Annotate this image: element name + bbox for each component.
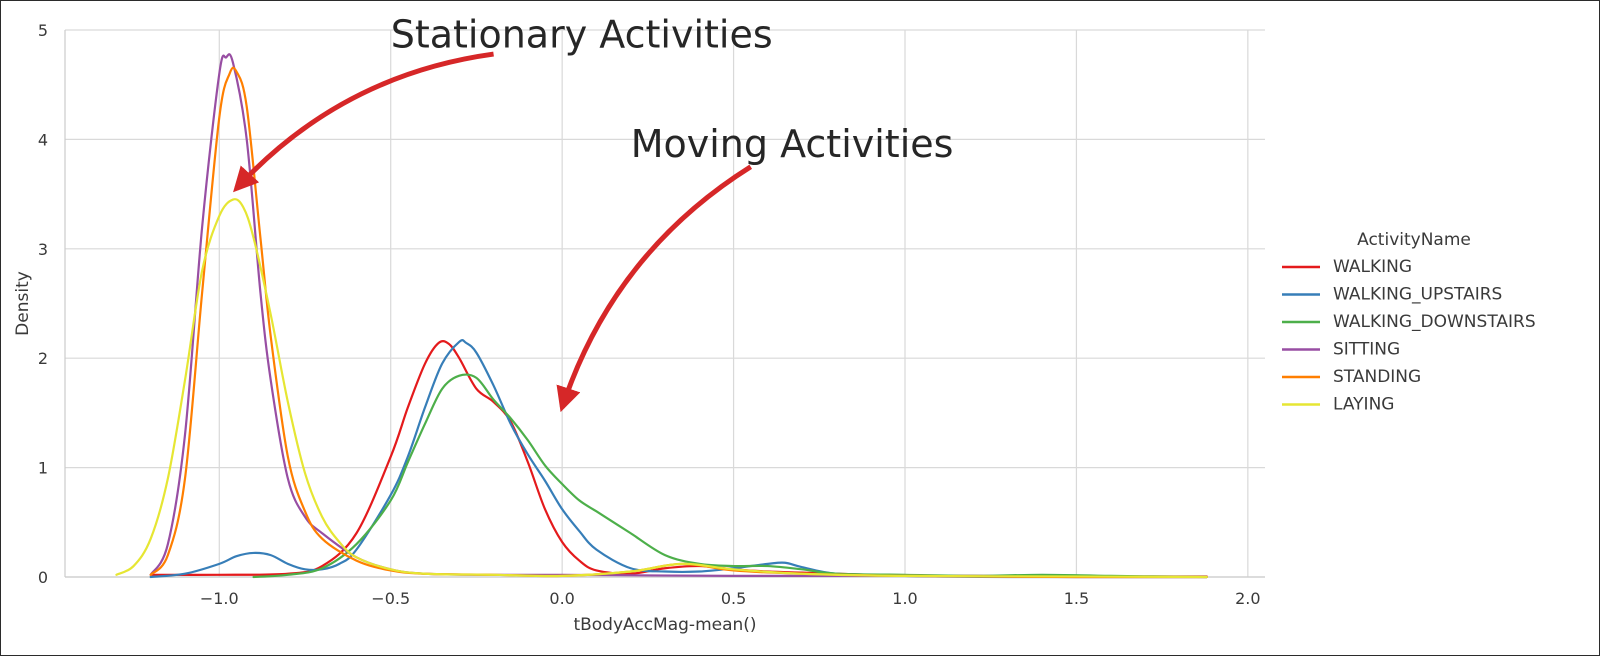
legend-label-walking: WALKING — [1333, 257, 1412, 277]
legend-label-standing: STANDING — [1333, 367, 1421, 387]
y-tick-label: 2 — [38, 349, 48, 368]
y-tick-label: 1 — [38, 459, 48, 478]
series-line-walking-downstairs — [252, 373, 1208, 579]
x-tick-label: 1.5 — [1064, 589, 1089, 608]
series-line-sitting — [149, 53, 1208, 579]
x-tick-label: 0.5 — [721, 589, 746, 608]
x-tick-label: −0.5 — [371, 589, 410, 608]
x-tick-label: 1.0 — [892, 589, 917, 608]
y-tick-label: 3 — [38, 240, 48, 259]
grid — [65, 29, 1265, 578]
annotations: Stationary Activities Moving Activities — [233, 12, 954, 413]
y-tick-label: 4 — [38, 130, 48, 149]
annotation-stationary-text: Stationary Activities — [391, 12, 773, 56]
annotation-arrow-1 — [556, 164, 753, 413]
y-tick-label: 5 — [38, 21, 48, 40]
series-lines — [115, 53, 1208, 579]
x-tick-label: −1.0 — [200, 589, 239, 608]
legend-label-laying: LAYING — [1333, 395, 1394, 415]
series-line-laying — [115, 198, 1208, 579]
y-axis-label: Density — [13, 271, 33, 336]
annotation-moving-text: Moving Activities — [631, 122, 954, 166]
legend: ActivityName WALKING WALKING_UPSTAIRS WALK… — [1282, 230, 1536, 415]
x-tick-label: 0.0 — [549, 589, 574, 608]
axes-spines — [64, 30, 1265, 578]
legend-title: ActivityName — [1357, 230, 1471, 250]
x-axis-label: tBodyAccMag-mean() — [573, 615, 756, 635]
legend-label-walking-downstairs: WALKING_DOWNSTAIRS — [1333, 312, 1536, 332]
legend-label-sitting: SITTING — [1333, 340, 1400, 360]
annotation-arrow-0 — [233, 51, 494, 193]
series-line-walking — [149, 340, 1208, 578]
x-tick-label: 2.0 — [1235, 589, 1260, 608]
series-line-walking-upstairs — [149, 339, 1208, 579]
y-tick-label: 0 — [38, 568, 48, 587]
tick-labels: −1.0 −0.5 0.0 0.5 1.0 1.5 2.0 0 1 2 3 4 5 — [38, 21, 1261, 608]
legend-label-walking-upstairs: WALKING_UPSTAIRS — [1333, 285, 1502, 305]
